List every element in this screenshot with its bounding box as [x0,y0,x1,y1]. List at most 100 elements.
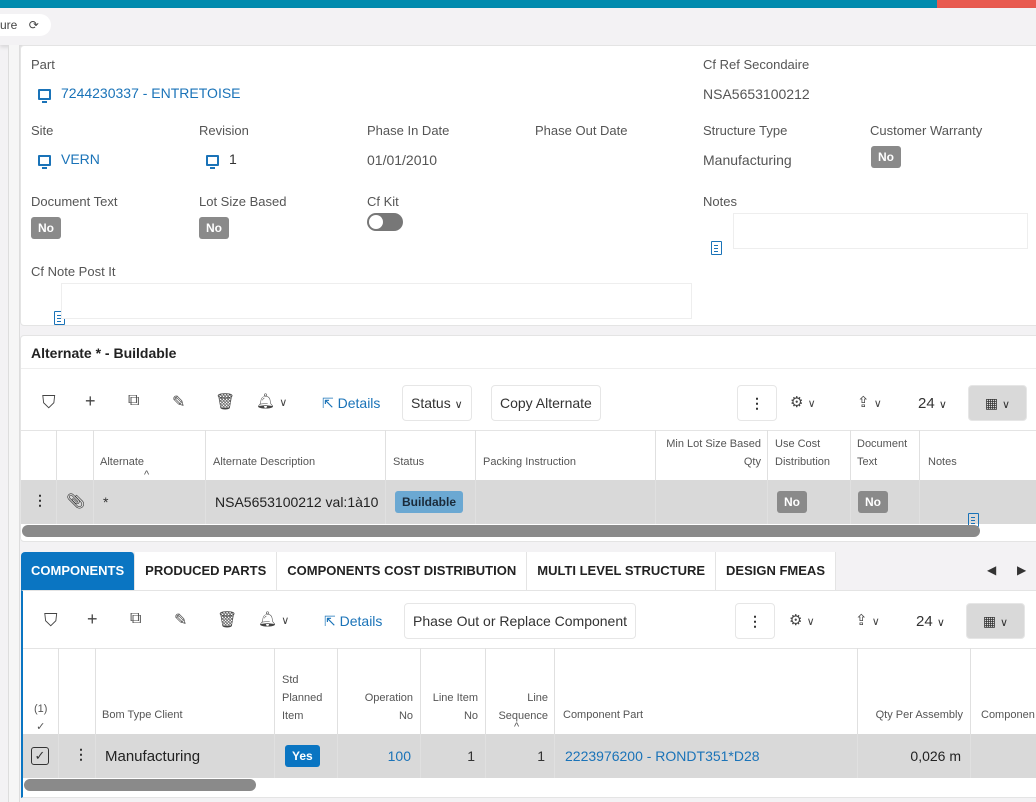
cf-note-post-it-label: Cf Note Post It [31,264,116,279]
tab-components[interactable]: COMPONENTS [21,552,136,590]
cf-note-post-it-field[interactable] [61,283,692,319]
details-link[interactable]: ⇱ Details [324,613,382,630]
part-link[interactable]: 7244230337 - ENTRETOISE [38,85,241,103]
breadcrumb-pill[interactable]: ure ⟳ [0,14,51,36]
row-menu-icon[interactable]: ⋮ [33,492,47,508]
alternate-description-cell: NSA5653100212 val:1à10 [215,494,379,510]
column-header-alternate[interactable]: Alternate [100,456,145,468]
component-part-link[interactable]: 2223976200 - RONDT351*D28 [565,748,760,764]
tab-multi-level-structure[interactable]: MULTI LEVEL STRUCTURE [527,552,717,590]
column-header-status[interactable]: Status [393,456,425,468]
part-value: 7244230337 - ENTRETOISE [61,85,241,101]
part-icon [38,88,51,103]
sort-asc-icon: ^ [144,469,150,481]
export-icon[interactable]: ⇪ ∨ [855,612,880,629]
settings-icon[interactable]: ⚙ ∨ [790,394,816,411]
column-header-qty-per-assembly[interactable]: Qty Per Assembly [875,709,963,721]
use-cost-distribution-badge: No [777,491,807,513]
revision-link[interactable]: 1 [206,151,237,169]
tab-produced-parts[interactable]: PRODUCED PARTS [135,552,278,590]
phase-in-date-value: 01/01/2010 [367,152,438,168]
table-row[interactable] [23,734,1036,778]
column-header-line-sequence[interactable]: Line Sequence [498,692,548,722]
edit-icon[interactable]: ✎ [174,612,188,629]
attachment-icon[interactable]: 📎︎ [66,493,86,510]
column-header-packing-instruction[interactable]: Packing Instruction [483,456,576,468]
part-label: Part [31,57,55,72]
row-menu-icon[interactable]: ⋮ [74,746,88,762]
more-options-button[interactable]: ⋮ [735,603,775,639]
notes-label: Notes [703,194,737,209]
bell-icon[interactable]: 🔔︎ ∨ [258,611,290,628]
status-dropdown[interactable]: Status ∨ [402,385,472,421]
divider [23,648,1036,649]
horizontal-scrollbar[interactable] [24,779,256,791]
column-header-use-cost-distribution[interactable]: Use Cost Distribution [775,438,831,468]
page-size-dropdown[interactable]: 24 ∨ [918,395,947,412]
selected-count-text: (1) [34,703,48,715]
tab-scroll-left-icon[interactable]: ◀ [987,563,997,577]
part-header-card [20,45,1036,326]
export-icon[interactable]: ⇪ ∨ [857,394,882,411]
page-size-value: 24 [918,395,935,412]
duplicate-icon[interactable]: ⧉ [130,610,142,627]
lot-size-based-label: Lot Size Based [199,194,287,209]
notes-field[interactable] [733,213,1028,249]
operation-no-link[interactable]: 100 [387,748,411,764]
settings-icon[interactable]: ⚙ ∨ [789,612,815,629]
delete-icon[interactable]: 🗑 [215,394,236,411]
site-link[interactable]: VERN [38,151,100,169]
tab-scroll-right-icon[interactable]: ▶ [1017,563,1027,577]
column-header-std-planned-item[interactable]: Std Planned Item [282,674,323,722]
customer-warranty-badge: No [871,146,901,168]
duplicate-icon[interactable]: ⧉ [128,392,140,409]
column-header-document-text[interactable]: Document Text [857,438,908,468]
details-link[interactable]: ⇱ Details [322,395,380,412]
notes-icon[interactable] [711,241,722,255]
tab-components-cost-distribution[interactable]: COMPONENTS COST DISTRIBUTION [277,552,528,590]
edit-icon[interactable]: ✎ [172,394,186,411]
column-header-min-lot-size[interactable]: Min Lot Size Based Qty [666,438,761,468]
cf-kit-toggle[interactable] [367,213,403,231]
phase-out-replace-button[interactable]: Phase Out or Replace Component [404,603,637,639]
row-checkbox[interactable]: ✓ [31,747,49,765]
selected-count[interactable]: (1) ✓ [34,703,48,733]
details-label: Details [339,613,383,629]
filter-icon[interactable]: ⛉ [44,610,58,630]
breadcrumb-bar [0,8,1036,45]
cf-ref-secondaire-value: NSA5653100212 [703,86,810,102]
qty-per-assembly-cell: 0,026 m [910,748,961,764]
delete-icon[interactable]: 🗑 [217,612,238,629]
phase-out-date-label: Phase Out Date [535,123,628,138]
page-size-dropdown[interactable]: 24 ∨ [916,613,945,630]
chevron-down-icon: ∨ [454,399,463,411]
table-view-button[interactable]: ▦ ∨ [968,385,1027,421]
lot-size-based-badge: No [199,217,229,239]
more-options-button[interactable]: ⋮ [737,385,777,421]
site-label: Site [31,123,54,138]
add-icon[interactable]: + [85,391,96,411]
table-view-button[interactable]: ▦ ∨ [966,603,1025,639]
filter-icon[interactable]: ⛉ [42,392,56,412]
column-header-alternate-description[interactable]: Alternate Description [213,456,316,468]
breadcrumb-text: ure [0,18,18,32]
refresh-icon[interactable]: ⟳ [28,18,39,32]
copy-alternate-button[interactable]: Copy Alternate [491,385,601,421]
bell-icon[interactable]: 🔔︎ ∨ [256,393,288,410]
add-icon[interactable]: + [87,609,98,629]
alternate-title: Alternate * - Buildable [31,345,177,361]
horizontal-scrollbar[interactable] [22,525,980,537]
column-header-operation-no[interactable]: Operation No [364,692,413,722]
alternate-cell: * [103,494,109,510]
page-size-value: 24 [916,613,933,630]
column-header-line-item-no[interactable]: Line Item No [432,692,478,722]
structure-type-label: Structure Type [703,123,788,138]
column-header-notes[interactable]: Notes [928,456,957,468]
revision-label: Revision [199,123,249,138]
divider [21,430,1036,431]
column-header-component-part[interactable]: Component Part [563,709,644,721]
column-header-component[interactable]: Componen [981,709,1035,721]
tab-design-fmeas[interactable]: DESIGN FMEAS [716,552,836,590]
column-header-bom-type-client[interactable]: Bom Type Client [102,709,183,721]
open-icon: ⇱ [322,395,334,411]
